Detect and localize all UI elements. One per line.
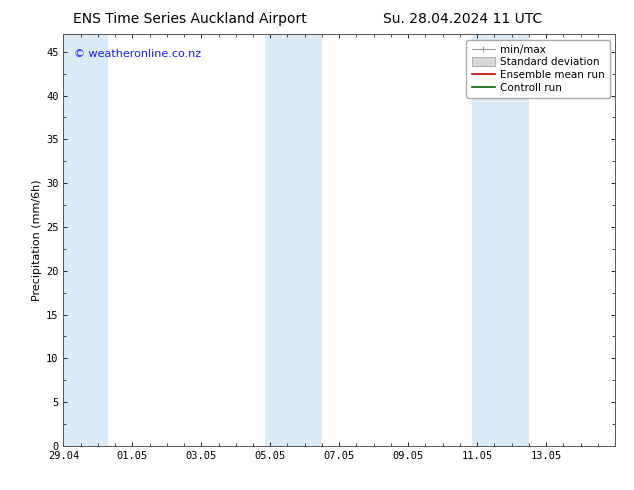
Bar	[60, 34, 108, 446]
Y-axis label: Precipitation (mm/6h): Precipitation (mm/6h)	[32, 179, 42, 301]
Text: ENS Time Series Auckland Airport: ENS Time Series Auckland Airport	[74, 12, 307, 26]
Text: © weatheronline.co.nz: © weatheronline.co.nz	[74, 49, 202, 59]
Text: Su. 28.04.2024 11 UTC: Su. 28.04.2024 11 UTC	[383, 12, 543, 26]
Bar	[472, 34, 529, 446]
Bar	[265, 34, 322, 446]
Legend: min/max, Standard deviation, Ensemble mean run, Controll run: min/max, Standard deviation, Ensemble me…	[467, 40, 610, 98]
